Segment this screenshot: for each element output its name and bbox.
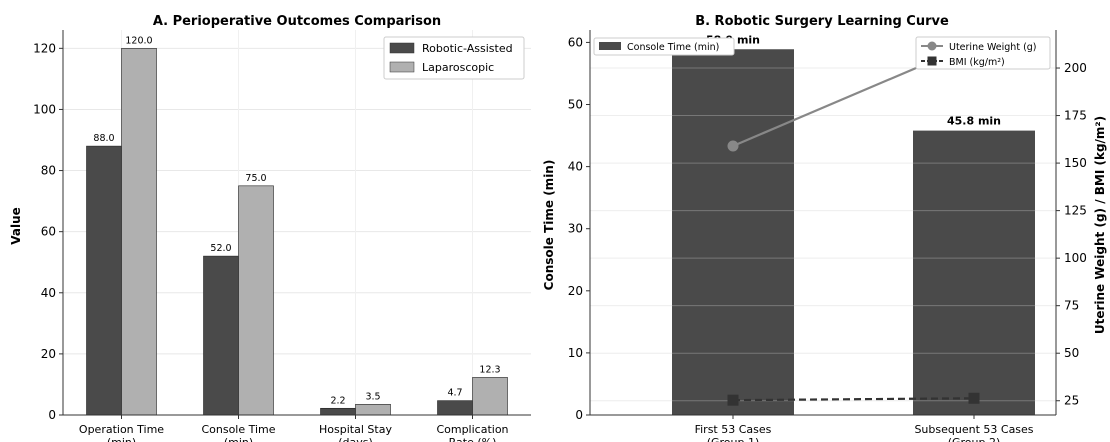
x-tick-label: Rate (%) — [449, 436, 497, 442]
chart-a: A. Perioperative Outcomes Comparison Val… — [9, 14, 531, 442]
y2-tick-label: 125 — [1064, 204, 1087, 218]
chart-a-bars: 88.0 120.0 52.0 75.0 2.2 3.5 4.7 12.3 — [86, 35, 508, 416]
chart-a-yticks: 0 20 40 60 80 100 120 — [33, 41, 63, 422]
legend-label-console-time: Console Time (min) — [627, 42, 719, 53]
bar-robotic-assisted-0 — [86, 145, 122, 416]
x-tick-label: First 53 Cases — [695, 423, 772, 436]
y2-tick-label: 25 — [1064, 394, 1079, 408]
x-tick-label: Operation Time — [79, 423, 164, 436]
chart-a-title: A. Perioperative Outcomes Comparison — [153, 14, 441, 29]
y-tick-label: 10 — [568, 346, 583, 360]
y-tick-label: 0 — [48, 408, 56, 422]
y-tick-label: 50 — [568, 98, 583, 112]
y-tick-label: 60 — [41, 225, 56, 239]
y-tick-label: 20 — [41, 347, 56, 361]
bar-robotic-assisted-1 — [203, 255, 239, 416]
chart-b-xticks: First 53 Cases(Group 1) Subsequent 53 Cas… — [695, 415, 1034, 442]
chart-b-y2label: Uterine Weight (g) / BMI (kg/m²) — [1093, 116, 1107, 334]
y-tick-label: 20 — [568, 284, 583, 298]
legend-label-robotic: Robotic-Assisted — [422, 42, 513, 55]
x-tick-label: (Group 1) — [707, 436, 760, 442]
chart-a-legend-box — [383, 36, 525, 80]
point-bmi-kg-m — [968, 392, 980, 404]
legend-label-laparoscopic: Laparoscopic — [422, 61, 494, 74]
data-label: 120.0 — [125, 35, 152, 46]
data-label: 2.2 — [330, 395, 345, 406]
x-tick-label: Console Time — [201, 423, 275, 436]
data-label: 88.0 — [93, 133, 114, 144]
bar-robotic-assisted-2 — [320, 407, 356, 416]
legend-label-bmi: BMI (kg/m²) — [949, 57, 1005, 68]
y2-tick-label: 75 — [1064, 299, 1079, 313]
legend-swatch-robotic — [389, 42, 415, 54]
y-tick-label: 60 — [568, 35, 583, 49]
y2-tick-label: 50 — [1064, 346, 1079, 360]
legend-marker-bmi — [927, 56, 937, 66]
data-label: 45.8 min — [947, 115, 1001, 128]
chart-b-legend-bars-box — [593, 37, 735, 56]
chart-b-legend-bars: Console Time (min) — [593, 37, 735, 56]
chart-a-xticks: Operation Time(min)Console Time(min)Hosp… — [79, 415, 509, 442]
bar-laparoscopic-3 — [472, 377, 508, 416]
data-label: 52.0 — [210, 243, 231, 254]
chart-b-axes — [589, 30, 1057, 416]
y2-tick-label: 200 — [1064, 61, 1087, 75]
bar-robotic-assisted-3 — [437, 400, 473, 416]
chart-b-legend-lines-box — [915, 36, 1051, 70]
x-tick-label: Subsequent 53 Cases — [914, 423, 1033, 436]
legend-swatch-laparoscopic — [389, 61, 415, 73]
chart-b-ylabel: Console Time (min) — [542, 160, 556, 291]
y-tick-label: 100 — [33, 102, 56, 116]
chart-a-axes — [62, 30, 531, 416]
y-tick-label: 30 — [568, 222, 583, 236]
y-tick-label: 40 — [568, 160, 583, 174]
bar-console-time-0 — [672, 49, 794, 415]
point-uterine-weight-g — [727, 140, 739, 152]
bar-laparoscopic-2 — [355, 404, 391, 416]
bar-laparoscopic-0 — [121, 48, 157, 416]
x-tick-label: (Group 2) — [948, 436, 1001, 442]
legend-label-uterine-weight: Uterine Weight (g) — [949, 42, 1037, 53]
chart-b-legend-lines: Uterine Weight (g) BMI (kg/m²) — [915, 36, 1051, 70]
x-tick-label: (min) — [224, 436, 253, 442]
chart-b: B. Robotic Surgery Learning Curve Consol… — [542, 14, 1107, 442]
legend-swatch-console-time — [599, 42, 621, 50]
x-tick-label: (days) — [338, 436, 373, 442]
line-bmi-kg-m — [732, 397, 975, 402]
x-tick-label: Complication — [436, 423, 508, 436]
y-tick-label: 120 — [33, 41, 56, 55]
x-tick-label: Hospital Stay — [319, 423, 392, 436]
data-label: 12.3 — [479, 364, 500, 375]
y-tick-label: 0 — [575, 408, 583, 422]
x-tick-label: (min) — [107, 436, 136, 442]
bar-laparoscopic-1 — [238, 185, 274, 416]
y-tick-label: 40 — [41, 286, 56, 300]
y2-tick-label: 150 — [1064, 156, 1087, 170]
chart-b-yticks: 0 10 20 30 40 50 60 — [568, 35, 590, 422]
chart-a-ylabel: Value — [9, 207, 23, 245]
legend-marker-uterine-weight — [927, 41, 937, 51]
y-tick-label: 80 — [41, 164, 56, 178]
data-label: 4.7 — [447, 388, 462, 399]
chart-b-title: B. Robotic Surgery Learning Curve — [695, 14, 949, 29]
chart-a-legend: Robotic-Assisted Laparoscopic — [383, 36, 525, 80]
chart-b-y2ticks: 25 50 75 100 125 150 175 200 — [1056, 61, 1087, 408]
data-label: 75.0 — [245, 173, 266, 184]
bar-console-time-1 — [913, 130, 1035, 415]
data-label: 3.5 — [365, 391, 380, 402]
point-bmi-kg-m — [727, 394, 739, 406]
y2-tick-label: 175 — [1064, 109, 1087, 123]
y2-tick-label: 100 — [1064, 251, 1087, 265]
